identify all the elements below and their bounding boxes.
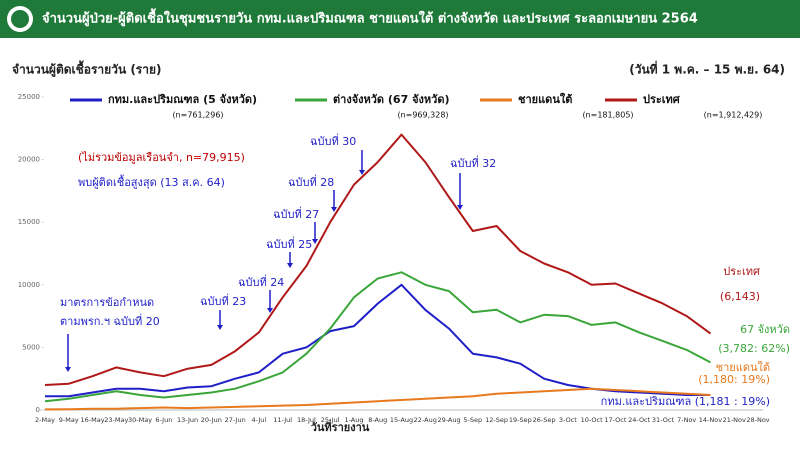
end-label: 67 จังหวัด [740,323,790,336]
annotation: ฉบับที่ 30 [310,133,356,148]
legend-total: (n=761,296) [172,111,223,120]
x-tick-label: 29-Aug [437,416,460,424]
x-tick-label: 8-Aug [368,416,387,424]
annotation: ฉบับที่ 23 [200,293,246,308]
end-note: (6,143) [720,290,760,303]
annotation: มาตรการข้อกำหนด [60,296,154,309]
x-tick-label: 21-Nov [723,416,746,424]
x-tick-label: 23-May [104,416,128,424]
annotation-arrowhead [217,325,223,330]
annotation: ฉบับที่ 25 [266,236,312,251]
x-tick-label: 16-May [81,416,105,424]
series-line [44,133,712,386]
annotation-arrowhead [359,170,365,175]
y-tick-label: 5000 [22,343,40,351]
legend-total: (n=1,912,429) [704,111,763,120]
annotation: ตามพรก.ฯ ฉบับที่ 20 [60,313,160,328]
legend-label: กทม.และปริมณฑล (5 จังหวัด) [108,93,257,106]
series-line [44,387,711,411]
y-label: จำนวนผู้ติดเชื้อรายวัน (ราย) [12,60,162,78]
header-bar [0,0,800,38]
x-tick-label: 30-May [128,416,152,424]
x-tick-label: 26-Sep [533,416,556,424]
annotation-arrowhead [65,367,71,372]
annotation: ฉบับที่ 32 [450,155,496,170]
x-tick-label: 17-Oct [604,416,626,424]
x-tick-label: 18-Jul [297,416,316,424]
y-tick-label: 0 [36,406,40,414]
subtitle: (วันที่ 1 พ.ค. – 15 พ.ย. 64) [629,61,785,77]
x-tick-label: 31-Oct [652,416,674,424]
x-tick-label: 28-Nov [746,416,769,424]
end-label: กทม.และปริมณฑล (1,181 : 19%) [601,395,770,408]
x-tick-label: 3-Oct [559,416,577,424]
annotation: ฉบับที่ 24 [238,274,284,289]
y-tick-label: 20000 [18,156,40,164]
legend-label: ชายแดนใต้ [518,92,572,106]
x-tick-label: 25-Jul [321,416,340,424]
x-tick-label: 1-Aug [344,416,363,424]
annotation-arrowhead [287,263,293,268]
y-tick-label: 10000 [18,281,40,289]
x-tick-label: 11-Jul [273,416,292,424]
end-label: ชายแดนใต้ [716,361,770,374]
annotation-arrowhead [331,207,337,212]
logo-inner [11,10,29,28]
x-tick-label: 10-Oct [581,416,603,424]
legend-total: (n=181,805) [582,111,633,120]
legend-label: ประเทศ [643,93,681,106]
x-tick-label: 19-Sep [509,416,532,424]
y-tick-label: 25000 [18,93,40,101]
x-tick-label: 4-Jul [252,416,267,424]
x-tick-label: 14-Nov [699,416,722,424]
x-tick-label: 20-Jun [201,416,222,424]
legend-total: (n=969,328) [397,111,448,120]
annotation: (ไม่รวมข้อมูลเรือนจำ, n=79,915) [78,151,245,164]
x-tick-label: 7-Nov [677,416,696,424]
x-tick-label: 6-Jun [155,416,172,424]
annotation-arrowhead [267,308,273,313]
x-label: วันที่รายงาน [311,419,370,434]
x-tick-label: 22-Aug [414,416,437,424]
end-note: (1,180: 19%) [698,373,770,386]
x-tick-label: 5-Sep [463,416,482,424]
annotation: ฉบับที่ 28 [288,174,334,189]
y-tick-label: 15000 [18,218,40,226]
annotation: ฉบับที่ 27 [273,206,319,221]
end-note: (3,782: 62%) [718,342,790,355]
x-tick-label: 15-Aug [390,416,413,424]
x-tick-label: 13-Jun [177,416,198,424]
x-tick-label: 27-Jun [225,416,246,424]
annotation-arrowhead [312,239,318,244]
x-tick-label: 24-Oct [628,416,650,424]
x-tick-label: 9-May [59,416,79,424]
x-tick-label: 12-Sep [485,416,508,424]
series-line [44,271,711,403]
annotation: พบผู้ติดเชื้อสูงสุด (13 ส.ค. 64) [78,174,225,189]
end-label: ประเทศ [723,265,760,278]
annotation-arrowhead [457,205,463,210]
legend-label: ต่างจังหวัด (67 จังหวัด) [333,93,450,106]
x-tick-label: 2-May [35,416,55,424]
header-title: จำนวนผู้ป่วย-ผู้ติดเชื้อในชุมชนรายวัน กท… [42,8,698,27]
